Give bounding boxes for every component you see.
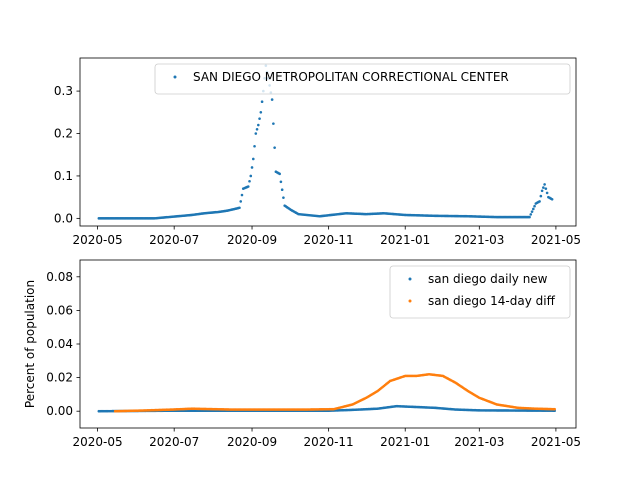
data-point <box>249 174 253 178</box>
data-point <box>251 157 255 161</box>
data-point <box>257 123 260 127</box>
data-point <box>545 191 549 195</box>
x-tick-label: 2021-05 <box>531 435 581 449</box>
data-point <box>253 144 256 148</box>
axes-frame <box>79 57 577 227</box>
data-point <box>248 179 251 183</box>
data-point <box>543 183 546 186</box>
legend: SAN DIEGO METROPOLITAN CORRECTIONAL CENT… <box>154 63 571 95</box>
data-point <box>550 197 554 201</box>
data-point <box>540 189 544 193</box>
y-tick-label: 0.08 <box>46 270 73 284</box>
data-point <box>533 204 536 208</box>
x-tick-label: 2021-01 <box>380 233 430 247</box>
chart-panel-1: 0.0 0.1 0.2 0.3 2020-05 2020-07 2020-09 2020-11… <box>54 57 581 247</box>
data-point <box>532 207 535 211</box>
x-tick-label: 2021-03 <box>454 435 504 449</box>
data-point <box>250 166 254 169</box>
chart-panel-2: 0.00 0.02 0.04 0.06 0.08 2020-05 2020-07 2020-0… <box>23 259 581 449</box>
data-point <box>538 200 541 203</box>
x-tick-label: 2021-01 <box>380 435 430 449</box>
legend-box <box>154 63 571 95</box>
data-point <box>260 100 264 103</box>
x-tick-label: 2021-03 <box>454 233 504 247</box>
data-point <box>528 215 531 219</box>
data-point <box>529 213 533 216</box>
series-1 <box>97 64 554 220</box>
data-point <box>255 127 259 131</box>
data-point <box>273 146 276 149</box>
data-point <box>279 180 283 184</box>
data-point <box>553 407 556 411</box>
legend-label: SAN DIEGO METROPOLITAN CORRECTIONAL CENT… <box>193 70 509 84</box>
legend-label: san diego 14-day diff <box>428 294 556 308</box>
data-point <box>270 98 274 101</box>
x-tick-label: 2020-11 <box>304 435 354 449</box>
data-point <box>239 200 243 203</box>
data-point <box>530 210 534 213</box>
data-point <box>278 172 281 176</box>
data-point <box>539 194 543 198</box>
y-tick-label: 0.00 <box>46 404 73 418</box>
data-point <box>240 193 244 197</box>
legend-marker <box>408 299 412 303</box>
legend-label: san diego daily new <box>428 272 548 286</box>
x-tick-label: 2020-09 <box>227 233 277 247</box>
x-tick-label: 2020-07 <box>149 435 199 449</box>
data-point <box>280 188 284 192</box>
data-point <box>258 117 261 120</box>
legend-marker <box>408 277 412 281</box>
legend: san diego daily new san diego 14-day diff <box>389 265 571 319</box>
data-point <box>272 122 275 125</box>
legend-marker <box>173 75 177 79</box>
data-point <box>246 185 250 188</box>
x-tick-label: 2021-05 <box>531 233 581 247</box>
legend-box <box>389 265 571 319</box>
data-point <box>542 186 545 189</box>
y-tick-label: 0.1 <box>54 169 73 183</box>
data-point <box>282 196 285 199</box>
x-tick-label: 2020-07 <box>149 233 199 247</box>
x-tick-label: 2020-09 <box>227 435 277 449</box>
y-tick-label: 0.02 <box>46 371 73 385</box>
data-point <box>254 132 258 135</box>
x-tick-label: 2020-11 <box>304 233 354 247</box>
data-point <box>544 187 548 190</box>
y-tick-label: 0.3 <box>54 84 73 98</box>
y-tick-label: 0.04 <box>46 337 73 351</box>
y-tick-label: 0.2 <box>54 127 73 141</box>
series-2 <box>113 372 556 413</box>
x-tick-label: 2020-05 <box>73 435 123 449</box>
data-point <box>238 206 241 210</box>
y-axis-title: Percent of population <box>23 280 37 408</box>
x-tick-label: 2020-05 <box>73 233 123 247</box>
y-tick-label: 0.06 <box>46 303 73 317</box>
data-point <box>259 111 263 114</box>
y-tick-label: 0.0 <box>54 211 73 225</box>
